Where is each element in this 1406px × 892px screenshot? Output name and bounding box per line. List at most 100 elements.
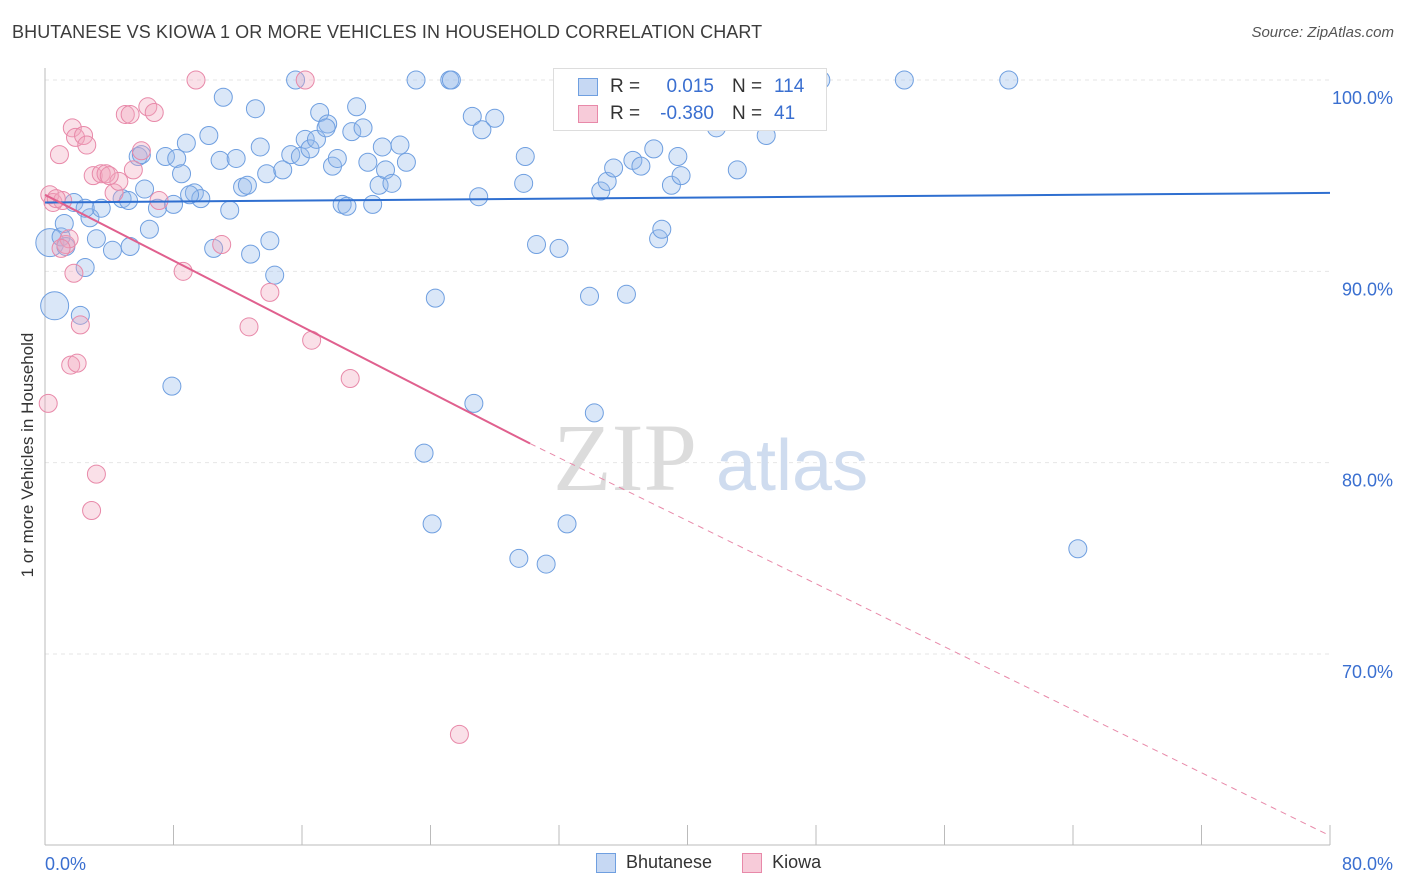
data-point-bhutanese [382,173,402,193]
data-point-kiowa [46,189,66,209]
legend-n-label: N = [732,76,763,97]
data-point-kiowa [449,724,469,744]
data-point-bhutanese [372,137,392,157]
data-point-kiowa [260,282,280,302]
data-point-bhutanese [35,228,65,258]
data-point-kiowa [109,171,129,191]
data-point-bhutanese [237,175,257,195]
tick-label-layer: 70.0% 80.0% 90.0% 100.0% 0.0% 80.0% [45,88,1393,874]
data-point-kiowa [59,229,79,249]
y-tick-label: 80.0% [1342,471,1393,491]
data-point-bhutanese [337,196,357,216]
data-point-bhutanese [591,181,611,201]
chart-title: BHUTANESE VS KIOWA 1 OR MORE VEHICLES IN… [12,22,763,42]
legend-swatch-kiowa [578,105,598,123]
trend-line-kiowa [44,193,531,445]
y-axis-title: 1 or more Vehicles in Household [18,332,37,578]
data-point-bhutanese [644,139,664,159]
data-point-kiowa [64,263,84,283]
data-point-bhutanese [199,125,219,145]
data-point-bhutanese [515,147,535,167]
data-point-bhutanese [509,548,529,568]
legend-row-bhutanese: R = 0.015 N = 114 [578,75,804,99]
data-point-kiowa [77,135,97,155]
data-point-kiowa [99,166,119,186]
data-point-kiowa [295,70,315,90]
data-point-bhutanese [514,173,534,193]
legend-label-kiowa: Kiowa [772,852,822,872]
data-point-bhutanese [245,99,265,119]
data-point-bhutanese [390,135,410,155]
data-point-bhutanese [147,198,167,218]
data-point-kiowa [66,127,86,147]
data-point-bhutanese [584,403,604,423]
data-point-bhutanese [70,305,90,325]
data-point-kiowa [82,501,102,520]
data-point-bhutanese [441,70,461,90]
data-point-bhutanese [1068,539,1088,559]
data-point-kiowa [49,145,69,165]
data-point-bhutanese [273,160,293,180]
data-point-bhutanese [191,189,211,209]
data-point-kiowa [212,235,232,255]
data-point-bhutanese [604,158,624,178]
data-point-kiowa [67,353,87,373]
data-point-bhutanese [75,258,95,278]
data-point-kiowa [70,315,90,335]
data-point-bhutanese [464,393,484,413]
data-point-bhutanese [999,70,1019,90]
data-point-bhutanese [295,129,315,149]
data-point-bhutanese [347,97,367,117]
data-point-bhutanese [727,160,747,180]
data-point-bhutanese [265,265,285,285]
data-point-bhutanese [616,284,636,304]
legend-item-bhutanese[interactable]: Bhutanese [596,852,712,873]
legend-r-value: 0.015 [666,76,714,97]
points-layer [35,70,1088,744]
data-point-bhutanese [396,152,416,172]
legend-n-value: 41 [774,103,796,124]
data-point-kiowa [144,103,164,123]
trend-line-extension-kiowa [529,443,1331,837]
data-point-bhutanese [164,194,183,214]
x-tick-label: 0.0% [45,854,86,874]
data-point-bhutanese [425,288,445,308]
data-point-kiowa [51,238,71,258]
data-point-kiowa [120,104,140,124]
data-point-bhutanese [485,108,505,128]
trend-line-bhutanese [44,191,1331,204]
legend-swatch-kiowa [742,852,763,873]
legend-item-kiowa[interactable]: Kiowa [742,852,821,873]
data-point-bhutanese [652,219,672,239]
data-point-bhutanese [281,145,301,165]
data-point-bhutanese [241,244,261,264]
data-point-kiowa [61,355,81,375]
data-point-bhutanese [316,118,336,138]
data-point-bhutanese [257,164,277,184]
data-point-kiowa [115,104,135,124]
legend-r-label: R = [610,76,641,97]
legend-n-label: N = [732,103,763,124]
legend-n-value: 114 [774,76,805,97]
data-point-bhutanese [342,122,362,142]
data-point-kiowa [123,160,143,180]
data-point-kiowa [149,191,169,211]
data-point-bhutanese [527,235,547,255]
data-point-bhutanese [406,70,426,90]
data-point-bhutanese [327,148,347,168]
data-point-bhutanese [286,70,306,90]
data-point-bhutanese [671,166,691,186]
data-point-bhutanese [220,200,240,220]
data-point-bhutanese [167,148,187,168]
data-point-bhutanese [139,219,159,239]
data-point-bhutanese [172,164,192,184]
data-point-bhutanese [54,214,74,233]
data-point-kiowa [239,317,259,337]
x-tick-label: 80.0% [1342,854,1393,874]
data-point-bhutanese [213,87,233,107]
watermark: ZIP atlas [553,404,868,511]
data-point-bhutanese [462,106,482,126]
data-point-bhutanese [250,137,270,157]
data-point-bhutanese [210,150,230,170]
